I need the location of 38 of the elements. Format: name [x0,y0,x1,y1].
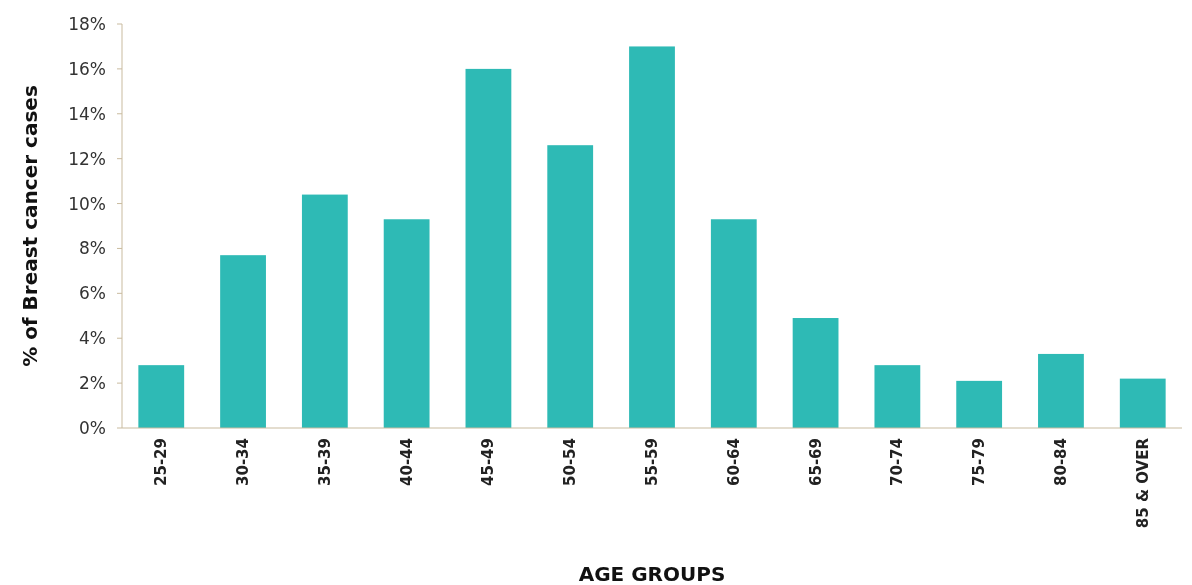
y-tick-label: 14% [68,103,106,124]
x-tick-label: 65-69 [806,438,825,486]
bar [874,365,921,428]
bar [138,365,185,428]
bar [710,219,757,428]
bar [383,219,430,428]
x-axis-title: AGE GROUPS [578,562,726,585]
bar [956,380,1003,428]
y-tick-label: 12% [68,148,106,169]
x-tick-label: 60-64 [724,438,743,486]
x-tick-label: 55-59 [643,438,661,486]
y-tick-label: 16% [68,58,106,79]
y-tick-label: 0% [79,418,106,438]
x-tick-label: 50-54 [561,438,580,486]
x-tick-label: 80-84 [1051,438,1070,486]
x-tick-label: 35-39 [315,438,334,486]
bar [220,255,266,428]
x-tick-label: 85 & OVER [1133,437,1152,529]
y-tick-label: 10% [68,193,106,214]
y-tick-label: 2% [79,373,106,394]
x-tick-label: 40-44 [397,438,416,486]
bar [629,46,675,428]
y-tick-label: 6% [79,283,106,304]
y-tick-label: 18% [68,14,106,34]
bar [465,68,512,428]
bar [1038,353,1084,428]
x-tick-label: 70-74 [888,438,907,486]
bar [301,194,348,428]
x-tick-label: 75-79 [970,438,989,486]
bar [792,318,839,428]
y-axis-title: % of Breast cancer cases [18,85,42,367]
x-tick-label: 30-34 [234,438,253,486]
x-tick-label: 45-49 [479,438,498,486]
x-tick-label: 25-29 [152,438,171,486]
bar [547,145,594,428]
y-tick-label: 8% [79,238,106,259]
bar [1119,378,1166,428]
y-tick-label: 4% [79,328,106,349]
